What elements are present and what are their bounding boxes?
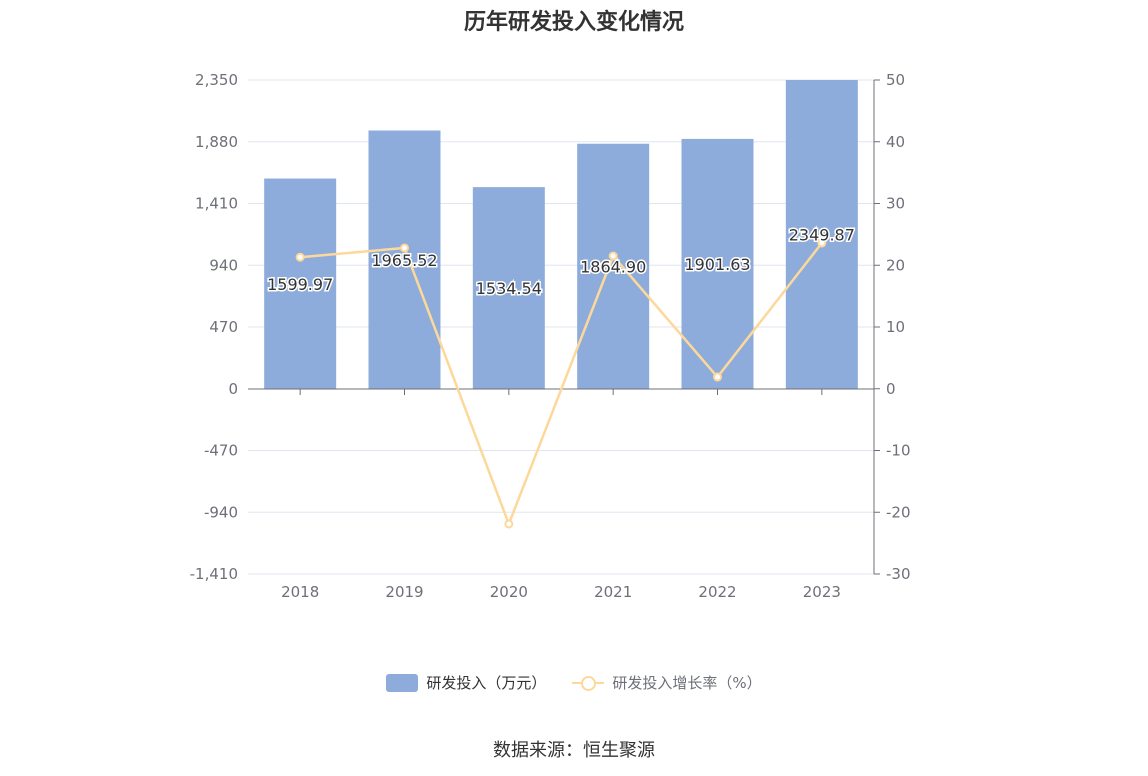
bar [368,130,441,389]
chart-area: 2,350 1,880 1,410 940 470 0 -470 -940 -1,410 50 40… [190,71,911,601]
y-left-tick-label: 470 [209,318,238,336]
bar-value-label: 1599.97 [267,275,333,294]
x-tick-label: 2018 [281,583,319,601]
legend-line-label: 研发投入增长率（%） [612,674,762,692]
y-left-tick-label: -940 [204,503,238,521]
x-tick-label: 2020 [490,583,528,601]
legend-bar-swatch [386,673,419,692]
legend-item-bar[interactable]: 研发投入（万元） [386,672,546,693]
x-tick-label: 2019 [385,583,423,601]
bar-value-label: 1901.63 [684,255,750,274]
y-left-tick-label: 2,350 [195,71,238,89]
growth-point [400,243,409,253]
y-left-tick-label: -1,410 [190,565,238,583]
label-layer: 1599.97 1965.52 1534.54 1864.90 1901.63 2349.… [266,224,857,300]
x-tick-label: 2022 [698,583,736,601]
y-right-tick-label: 40 [886,133,905,151]
legend-line-swatch [572,674,605,692]
y-left-tick-label: -470 [204,442,238,460]
growth-point [608,251,618,261]
legend: 研发投入（万元） 研发投入增长率（%） [0,672,1148,693]
line-layer [295,238,827,529]
legend-bar-label: 研发投入（万元） [426,674,547,692]
growth-line [300,242,823,528]
growth-point [504,519,514,529]
growth-point [295,252,305,262]
axis-layer: 2,350 1,880 1,410 940 470 0 -470 -940 -1,410 50 40… [190,71,911,601]
y-left-tick-label: 1,880 [195,133,238,151]
y-right-tick-label: 50 [886,71,905,89]
bar [577,143,650,389]
y-right-tick-label: -10 [886,442,911,460]
y-right-tick-label: 0 [886,380,896,398]
bar-value-label: 1864.90 [580,257,646,276]
bar-value-label: 2349.87 [789,226,855,245]
chart-title: 历年研发投入变化情况 [463,10,684,35]
grid-layer [248,79,874,575]
legend-item-line[interactable]: 研发投入增长率（%） [572,672,762,693]
y-right-tick-label: 30 [886,195,905,213]
growth-point [713,372,722,382]
y-left-tick-label: 0 [228,380,238,398]
bar-value-label: 1965.52 [371,251,437,270]
bar-value-label: 1534.54 [476,279,542,298]
x-tick-label: 2023 [803,583,841,601]
bar [785,80,858,389]
y-right-tick-label: -30 [886,565,911,583]
x-tick-label: 2021 [594,583,632,601]
bar [264,178,337,389]
growth-point [817,238,827,248]
y-right-tick-label: 20 [886,256,905,274]
y-left-tick-label: 1,410 [195,195,238,213]
y-right-tick-label: 10 [886,318,905,336]
source-note: 数据来源：恒生聚源 [493,740,655,761]
y-left-tick-label: 940 [209,256,238,274]
bar-layer [264,80,858,389]
bar [472,187,545,389]
y-right-tick-label: -20 [886,503,911,521]
